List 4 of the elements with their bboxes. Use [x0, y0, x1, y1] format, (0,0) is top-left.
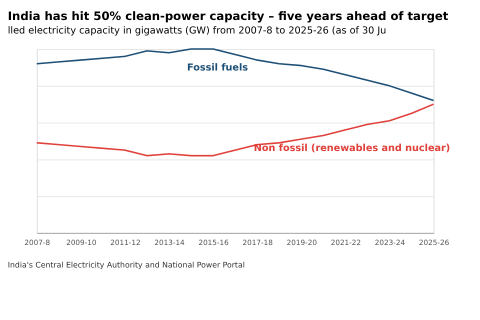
text: India's Central Electricity Authority and National Power Portal	[8, 260, 245, 270]
series-label: Fossil fuels	[187, 62, 248, 74]
chart-subtitle: lled electricity capacity in gigawatts (GW) from 2007-8 to 2025-26 (as of 30 Ju	[8, 26, 386, 37]
chart-title: India has hit 50% clean-power capacity – five years ahead of target	[8, 9, 449, 24]
